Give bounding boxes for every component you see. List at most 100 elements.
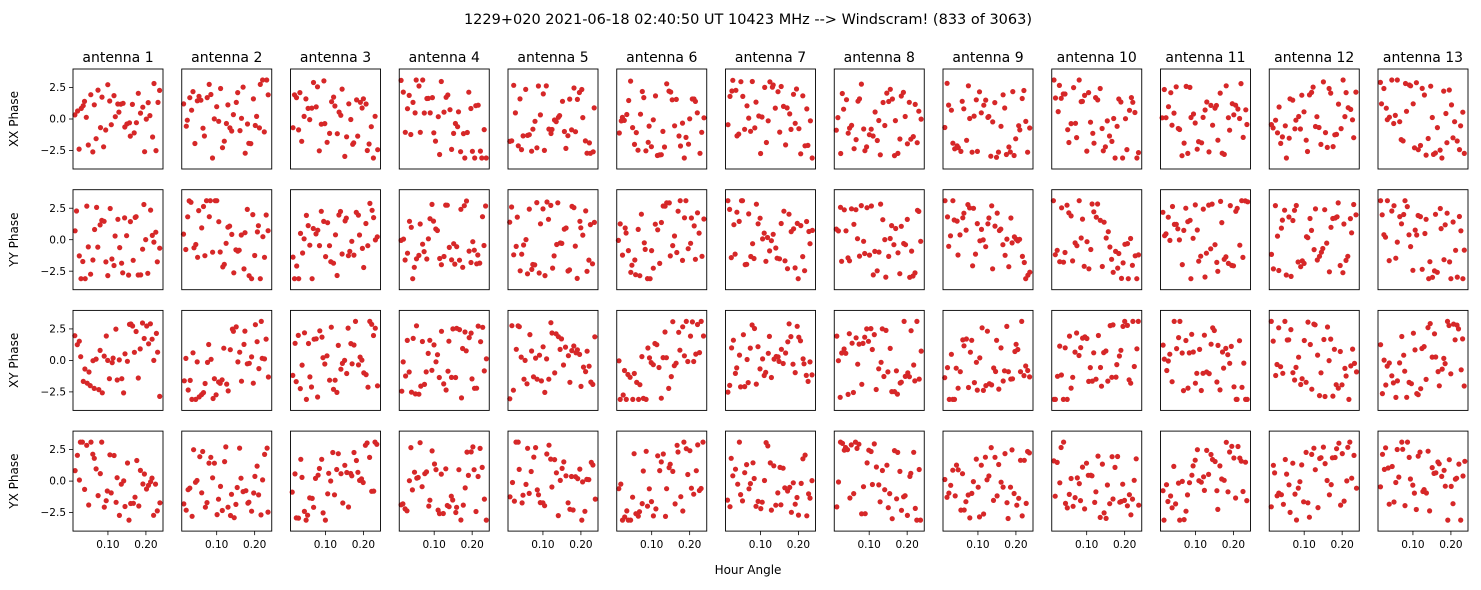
data-point [200, 390, 207, 396]
data-point [1109, 454, 1115, 460]
data-point [843, 228, 849, 234]
data-point [839, 258, 845, 264]
data-point [228, 491, 235, 497]
data-point [1243, 107, 1249, 113]
data-point [446, 338, 452, 344]
data-point [130, 500, 136, 506]
data-point [1290, 460, 1296, 466]
data-point [646, 123, 652, 129]
data-point [354, 97, 360, 103]
data-point [1061, 439, 1067, 445]
data-point [1282, 318, 1288, 324]
data-point [787, 484, 793, 490]
data-point [1435, 369, 1441, 375]
data-point [876, 482, 882, 488]
data-point [1086, 90, 1092, 96]
data-point [569, 127, 575, 133]
data-point [1102, 144, 1108, 150]
data-point [950, 198, 956, 204]
data-point [1223, 83, 1229, 89]
data-point [1288, 327, 1294, 333]
data-point [882, 487, 888, 493]
data-point [450, 497, 456, 503]
data-point [1002, 252, 1008, 258]
data-point [685, 358, 691, 365]
data-point [471, 247, 477, 253]
data-point [322, 361, 328, 367]
data-point [1165, 104, 1172, 110]
panel-frame [1377, 68, 1469, 170]
data-point [1179, 478, 1185, 484]
data-point [677, 143, 684, 149]
data-point [1009, 447, 1015, 453]
data-point [1338, 502, 1344, 508]
data-point [1432, 150, 1438, 156]
data-point [853, 335, 859, 341]
data-point [964, 137, 970, 143]
y-tick-label: −2.5 [41, 507, 67, 519]
data-point [619, 252, 626, 258]
data-point [1002, 105, 1008, 111]
data-point [290, 254, 296, 260]
data-point [404, 337, 410, 343]
data-point [1286, 482, 1292, 488]
data-point [303, 96, 309, 102]
data-point [85, 244, 91, 250]
data-point [1120, 481, 1126, 487]
data-point [1296, 113, 1302, 120]
data-point [326, 243, 333, 249]
data-point [127, 133, 133, 139]
panel-frame [616, 430, 708, 532]
data-point [1007, 484, 1014, 490]
data-point [1413, 506, 1419, 513]
data-point [321, 218, 327, 224]
data-point [902, 242, 909, 248]
data-point [93, 466, 99, 472]
data-point [470, 239, 476, 245]
data-point [1208, 102, 1214, 108]
data-point [874, 137, 880, 144]
data-point [1171, 463, 1177, 469]
data-point [1169, 379, 1175, 385]
data-point [625, 248, 632, 254]
data-point [313, 104, 319, 110]
data-point [638, 211, 645, 217]
data-point [319, 456, 325, 462]
data-point [1394, 446, 1400, 453]
data-point [119, 376, 125, 382]
data-point [778, 502, 784, 508]
data-point [998, 345, 1004, 351]
data-point [1331, 346, 1337, 352]
data-point [194, 477, 200, 484]
panel-0-12: antenna 13 [1377, 50, 1469, 170]
data-point [1377, 484, 1384, 490]
data-point [548, 130, 554, 137]
data-point [1337, 348, 1343, 355]
data-point [841, 346, 847, 352]
data-point [871, 441, 877, 447]
data-point [580, 479, 586, 485]
data-point [637, 273, 643, 279]
data-point [845, 130, 851, 136]
data-point [400, 89, 406, 95]
data-point [898, 223, 904, 229]
data-point [889, 516, 895, 522]
data-point [140, 481, 146, 487]
data-point [111, 452, 117, 459]
data-point [1199, 140, 1205, 146]
data-point [466, 89, 472, 95]
data-point [1186, 350, 1192, 356]
data-point [807, 118, 814, 124]
data-point [963, 227, 969, 233]
data-point [1198, 253, 1204, 259]
data-point [222, 459, 228, 465]
data-point [763, 139, 770, 146]
data-point [526, 490, 532, 496]
data-point [359, 105, 365, 111]
data-point [309, 276, 315, 282]
data-point [632, 257, 638, 263]
data-point [1301, 109, 1307, 115]
data-point [263, 212, 269, 218]
data-point [334, 389, 340, 395]
data-point [1163, 115, 1169, 121]
